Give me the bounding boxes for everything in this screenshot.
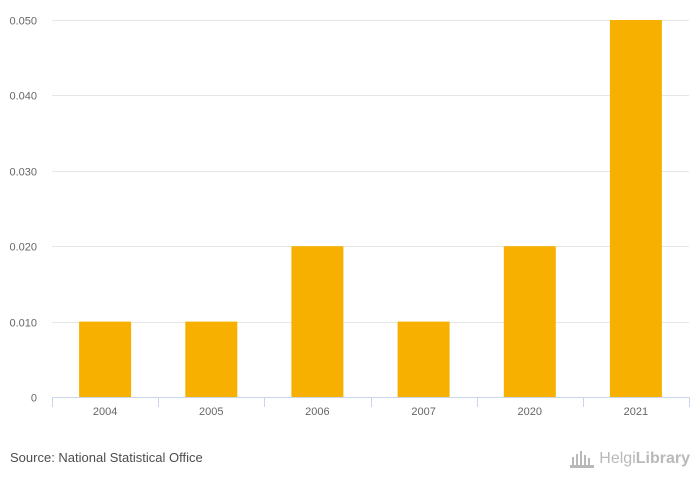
bar-2007[interactable]	[397, 321, 450, 397]
y-tick-label: 0.040	[9, 91, 37, 103]
y-tick-label: 0.020	[9, 242, 37, 254]
x-tick-label: 2021	[624, 406, 648, 418]
helgilibrary-logo: HelgiLibrary	[569, 448, 690, 470]
x-tick-label: 2007	[411, 406, 435, 418]
bar-2006[interactable]	[291, 246, 344, 397]
brand-name: HelgiLibrary	[599, 450, 690, 467]
y-tick-label: 0	[31, 393, 37, 405]
library-building-icon	[570, 451, 595, 468]
bar-2004[interactable]	[79, 321, 132, 397]
x-tick-label: 2006	[305, 406, 329, 418]
x-tick-label: 2020	[518, 406, 542, 418]
y-tick-label: 0.030	[9, 167, 37, 179]
source-note: Source: National Statistical Office	[10, 450, 203, 465]
y-tick-label: 0.010	[9, 318, 37, 330]
y-tick-label: 0.050	[9, 16, 37, 28]
bar-2005[interactable]	[185, 321, 238, 397]
bars	[79, 20, 662, 397]
bar-2021[interactable]	[609, 20, 662, 397]
x-axis-labels: 2004 2005 2006 2007 2020 2021	[93, 406, 648, 418]
bar-2020[interactable]	[503, 246, 556, 397]
x-tick-label: 2004	[93, 406, 117, 418]
y-axis-labels: 0 0.010 0.020 0.030 0.040 0.050	[9, 16, 37, 405]
x-tick-label: 2005	[199, 406, 223, 418]
chart-footer: Source: National Statistical Office Helg…	[0, 440, 700, 480]
grid-lines	[52, 20, 689, 323]
x-axis-ticks	[52, 397, 690, 407]
